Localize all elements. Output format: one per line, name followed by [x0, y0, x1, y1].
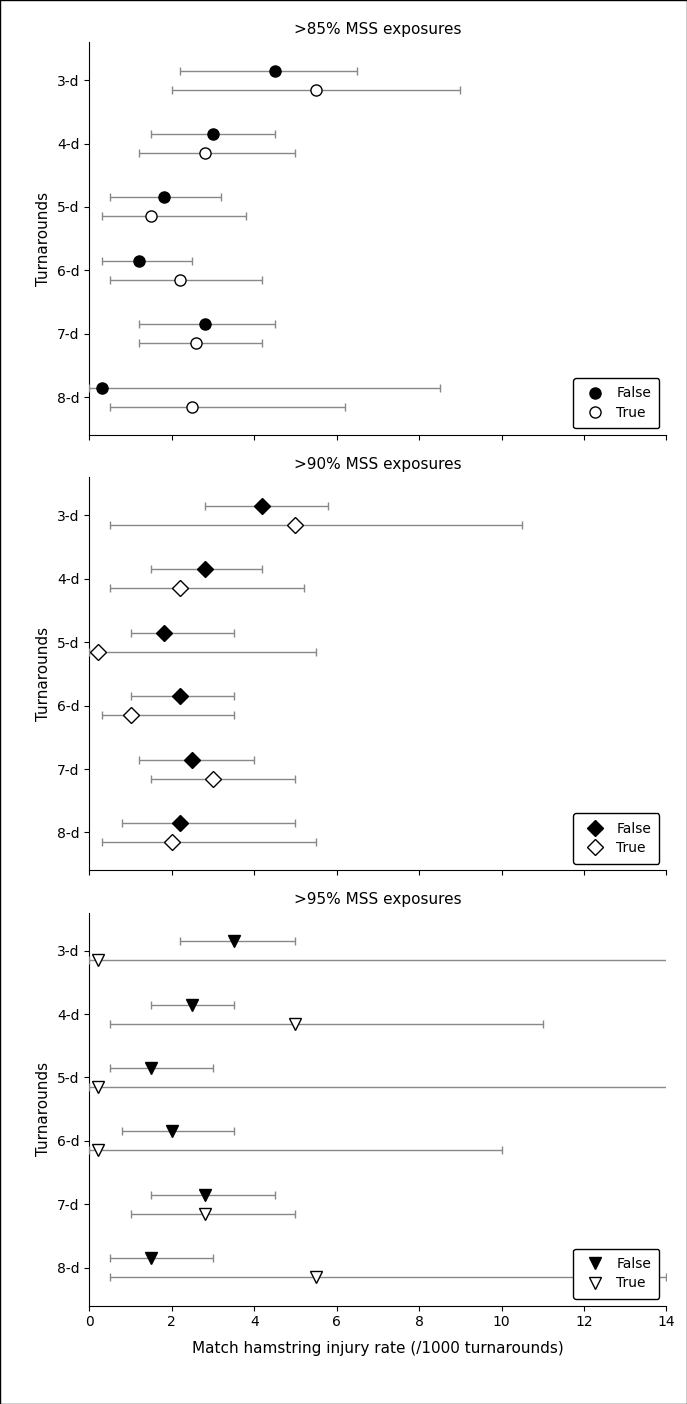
Legend: False, True: False, True [573, 378, 660, 428]
Title: >90% MSS exposures: >90% MSS exposures [294, 458, 462, 472]
Y-axis label: Turnarounds: Turnarounds [36, 191, 52, 286]
Y-axis label: Turnarounds: Turnarounds [36, 1061, 52, 1157]
Y-axis label: Turnarounds: Turnarounds [36, 626, 52, 722]
Title: >85% MSS exposures: >85% MSS exposures [294, 22, 462, 37]
X-axis label: Match hamstring injury rate (/1000 turnarounds): Match hamstring injury rate (/1000 turna… [192, 1341, 564, 1355]
Legend: False, True: False, True [573, 813, 660, 863]
Legend: False, True: False, True [573, 1248, 660, 1299]
Title: >95% MSS exposures: >95% MSS exposures [294, 893, 462, 907]
